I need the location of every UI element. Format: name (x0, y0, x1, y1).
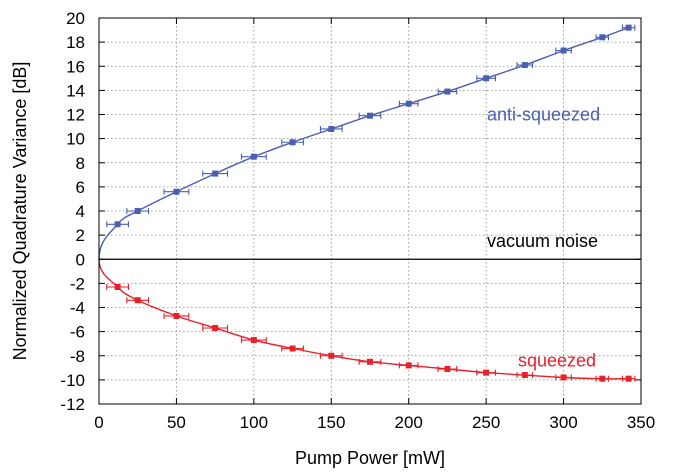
squeezed-point (398, 362, 419, 369)
anti-squeezed-point (437, 88, 458, 95)
y-tick-label: 6 (76, 178, 85, 197)
y-tick-label: 14 (66, 81, 85, 100)
squeezed-point (106, 283, 129, 290)
anti-squeezed-marker (114, 221, 121, 228)
anti-squeezed-point (202, 170, 229, 177)
squeezed-point (358, 358, 382, 365)
squeezed-point (126, 297, 150, 304)
y-tick-label: -8 (70, 347, 85, 366)
anti-squeezed-marker (367, 112, 373, 119)
y-tick-label: 18 (66, 33, 85, 52)
squeezed-point (240, 337, 267, 344)
squeezed-marker (134, 297, 141, 304)
anti-squeezed-fit-curve (98, 27, 629, 260)
y-tick-label: -4 (70, 299, 85, 318)
squeezed-point (437, 366, 458, 373)
x-tick-label: 200 (395, 413, 423, 432)
squeezed-marker (367, 358, 373, 365)
x-tick-label: 250 (472, 413, 500, 432)
y-tick-label: -12 (60, 395, 85, 414)
squeezed-point (163, 312, 190, 319)
squeezed-marker (405, 362, 412, 369)
squeezed-marker (560, 374, 567, 381)
x-tick-label: 50 (167, 413, 186, 432)
x-axis-title: Pump Power [mW] (295, 448, 445, 468)
squeezed-marker (625, 375, 632, 382)
squeezed-fit-curve (98, 259, 629, 380)
anti-squeezed-marker (289, 139, 296, 146)
anti-squeezed-marker (483, 75, 490, 82)
anti-squeezed-marker (250, 153, 257, 160)
y-tick-label: 4 (76, 202, 85, 221)
anti-squeezed-marker (444, 88, 451, 95)
anti-squeezed-point (516, 62, 534, 69)
squeezed-marker (114, 283, 121, 290)
squeezed-marker (250, 337, 257, 344)
y-tick-label: -10 (60, 371, 85, 390)
anti-squeezed-point (476, 75, 496, 82)
anti-squeezed-point (126, 208, 150, 214)
squeezed-point (319, 352, 343, 359)
squeezed-marker (444, 366, 451, 373)
anti-squeezed-point (106, 221, 129, 228)
squeezed-marker (289, 345, 296, 352)
anti-squeezed-marker (405, 100, 412, 107)
y-tick-label: 0 (76, 250, 85, 269)
squeezed-point (281, 345, 304, 352)
axis-ticks: 0 50 100 150 200 250 300 350 -12 -10 -8 -6 -4 -2 0 2 4 6 8… (60, 9, 655, 432)
squeezed-marker (328, 352, 335, 359)
data-points (106, 24, 636, 382)
squeezed-point (621, 375, 636, 382)
squeezed-marker (521, 372, 528, 379)
anti-squeezed-label: anti-squeezed (487, 105, 600, 125)
grid (99, 18, 641, 404)
y-tick-label: -2 (70, 274, 85, 293)
anti-squeezed-marker (625, 24, 632, 31)
anti-squeezed-point (555, 47, 572, 54)
anti-squeezed-point (163, 188, 190, 195)
fit-curves (98, 27, 629, 380)
squeezed-label: squeezed (518, 351, 596, 371)
y-axis-title: Normalized Quadrature Variance [dB] (10, 62, 30, 361)
squeezed-point (595, 375, 610, 382)
y-tick-label: 20 (66, 9, 85, 28)
anti-squeezed-marker (173, 188, 180, 195)
anti-squeezed-point (621, 24, 636, 31)
y-tick-label: 2 (76, 226, 85, 245)
anti-squeezed-marker (599, 34, 606, 41)
y-tick-label: 12 (66, 106, 85, 125)
x-tick-label: 100 (240, 413, 268, 432)
anti-squeezed-point (358, 112, 382, 119)
squeezed-marker (173, 312, 180, 319)
squeezed-point (516, 372, 534, 379)
x-tick-label: 350 (627, 413, 655, 432)
anti-squeezed-marker (212, 170, 219, 177)
x-tick-label: 300 (549, 413, 577, 432)
anti-squeezed-marker (328, 125, 335, 132)
squeezed-marker (599, 375, 606, 382)
anti-squeezed-point (398, 100, 419, 107)
squeezed-marker (212, 325, 219, 332)
anti-squeezed-point (319, 125, 343, 132)
anti-squeezed-point (240, 153, 267, 160)
squeezed-point (202, 325, 229, 332)
anti-squeezed-marker (521, 62, 528, 69)
x-tick-label: 150 (317, 413, 345, 432)
vacuum-noise-label: vacuum noise (487, 231, 598, 251)
anti-squeezed-point (595, 34, 610, 41)
x-tick-label: 0 (94, 413, 103, 432)
anti-squeezed-marker (134, 208, 141, 214)
anti-squeezed-marker (560, 47, 567, 54)
anti-squeezed-point (281, 139, 304, 146)
y-tick-label: 10 (66, 130, 85, 149)
y-tick-label: 16 (66, 57, 85, 76)
squeezed-point (476, 369, 496, 376)
y-tick-label: 8 (76, 154, 85, 173)
squeezed-marker (483, 369, 490, 376)
y-tick-label: -6 (70, 323, 85, 342)
squeezed-point (555, 374, 572, 381)
